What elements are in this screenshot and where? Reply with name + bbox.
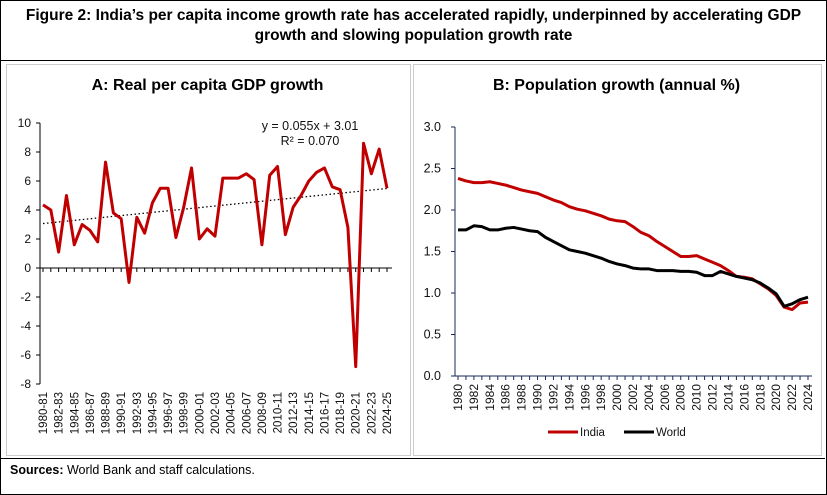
series-line-india [457, 177, 809, 312]
panel-b-title: B: Population growth (annual %) [492, 77, 741, 94]
x-tick-label-a: 1988-89 [101, 392, 113, 434]
x-tick-label-a: 2010-11 [273, 392, 285, 433]
x-tick-label-a: 1992-93 [132, 392, 144, 434]
x-tick-label-a: 2008-09 [257, 392, 269, 434]
x-tick-label-a: 2024-25 [382, 392, 394, 434]
x-tick-label-b: 2022 [785, 384, 799, 411]
x-tick-label-a: 2018-19 [335, 392, 347, 434]
x-tick-label-b: 1990 [531, 384, 545, 411]
x-tick-label-b: 1988 [515, 384, 529, 411]
y-tick-label-a: 8 [24, 145, 31, 159]
y-tick-label-a: -8 [20, 377, 31, 391]
x-tick-label-a: 2012-13 [288, 392, 300, 434]
x-tick-label-b: 1980 [451, 384, 465, 411]
y-tick-label-b: 0.5 [424, 328, 441, 342]
legend-label-india: India [580, 427, 606, 439]
x-tick-label-a: 1982-83 [54, 392, 66, 434]
x-tick-label-a: 1990-91 [116, 392, 128, 434]
x-tick-label-b: 1998 [594, 384, 608, 411]
y-tick-label-a: 2 [24, 232, 31, 246]
x-tick-label-b: 1984 [483, 384, 497, 411]
x-tick-label-b: 1982 [467, 384, 481, 411]
x-tick-label-a: 2006-07 [241, 392, 253, 434]
x-tick-label-b: 2000 [610, 384, 624, 411]
y-tick-label-a: 10 [18, 116, 32, 130]
x-tick-label-a: 1980-81 [38, 392, 50, 434]
y-tick-label-a: 4 [24, 203, 31, 217]
x-tick-label-b: 2004 [642, 384, 656, 411]
x-tick-label-b: 2024 [801, 384, 815, 411]
trendline [42, 187, 388, 225]
title-divider [0, 0, 825, 61]
trendline-r2: R² = 0.070 [281, 134, 340, 148]
x-tick-label-a: 2020-21 [351, 392, 363, 434]
x-tick-label-a: 1986-87 [85, 392, 97, 434]
x-tick-label-b: 2010 [690, 384, 704, 411]
x-tick-label-a: 2002-03 [210, 392, 222, 434]
figure-title: Figure 2: India’s per capita income grow… [25, 7, 802, 44]
series-line-a [42, 141, 389, 369]
x-tick-label-b: 2018 [753, 384, 767, 411]
y-tick-label-a: -6 [20, 348, 31, 362]
sources-text: World Bank and staff calculations. [63, 463, 255, 477]
panel-b-frame [413, 64, 822, 456]
legend-label-world: World [656, 427, 686, 439]
y-tick-label-a: -4 [20, 319, 31, 333]
trendline-equation: y = 0.055x + 3.01 [262, 119, 359, 133]
y-tick-label-a: 0 [24, 261, 31, 275]
y-tick-label-b: 2.5 [424, 162, 441, 176]
x-tick-label-b: 1986 [499, 384, 513, 411]
x-tick-label-b: 1996 [578, 384, 592, 411]
y-tick-label-a: -2 [20, 290, 31, 304]
x-tick-label-a: 1996-97 [163, 392, 175, 434]
sources-label: Sources: [10, 463, 64, 477]
x-tick-label-a: 2004-05 [226, 392, 238, 434]
y-tick-label-b: 2.0 [424, 203, 441, 217]
x-tick-label-a: 1984-85 [69, 392, 81, 434]
x-tick-label-b: 2016 [737, 384, 751, 411]
x-tick-label-b: 2014 [721, 384, 735, 411]
panel-a-frame [6, 64, 411, 456]
x-tick-label-a: 2014-15 [304, 392, 316, 434]
y-tick-label-a: 6 [24, 174, 31, 188]
x-tick-label-a: 2016-17 [319, 392, 331, 434]
x-tick-label-b: 1994 [562, 384, 576, 411]
x-tick-label-b: 2008 [674, 384, 688, 411]
x-tick-label-b: 2020 [769, 384, 783, 411]
panel-a-title: A: Real per capita GDP growth [91, 77, 324, 94]
x-tick-label-a: 2022-23 [366, 392, 378, 434]
y-tick-label-b: 1.0 [424, 286, 441, 300]
x-tick-label-a: 2000-01 [194, 392, 206, 434]
series-line-world [458, 224, 809, 308]
x-tick-label-b: 2012 [706, 384, 720, 411]
sources: Sources: World Bank and staff calculatio… [10, 463, 255, 477]
x-tick-label-a: 1998-99 [179, 392, 191, 434]
x-tick-label-b: 1992 [546, 384, 560, 411]
x-tick-label-b: 2006 [658, 384, 672, 411]
sources-divider [0, 458, 825, 459]
y-tick-label-b: 3.0 [424, 120, 441, 134]
y-tick-label-b: 0.0 [424, 369, 441, 383]
x-tick-label-b: 2002 [626, 384, 640, 411]
x-tick-label-a: 1994-95 [147, 392, 159, 434]
y-tick-label-b: 1.5 [424, 245, 441, 259]
